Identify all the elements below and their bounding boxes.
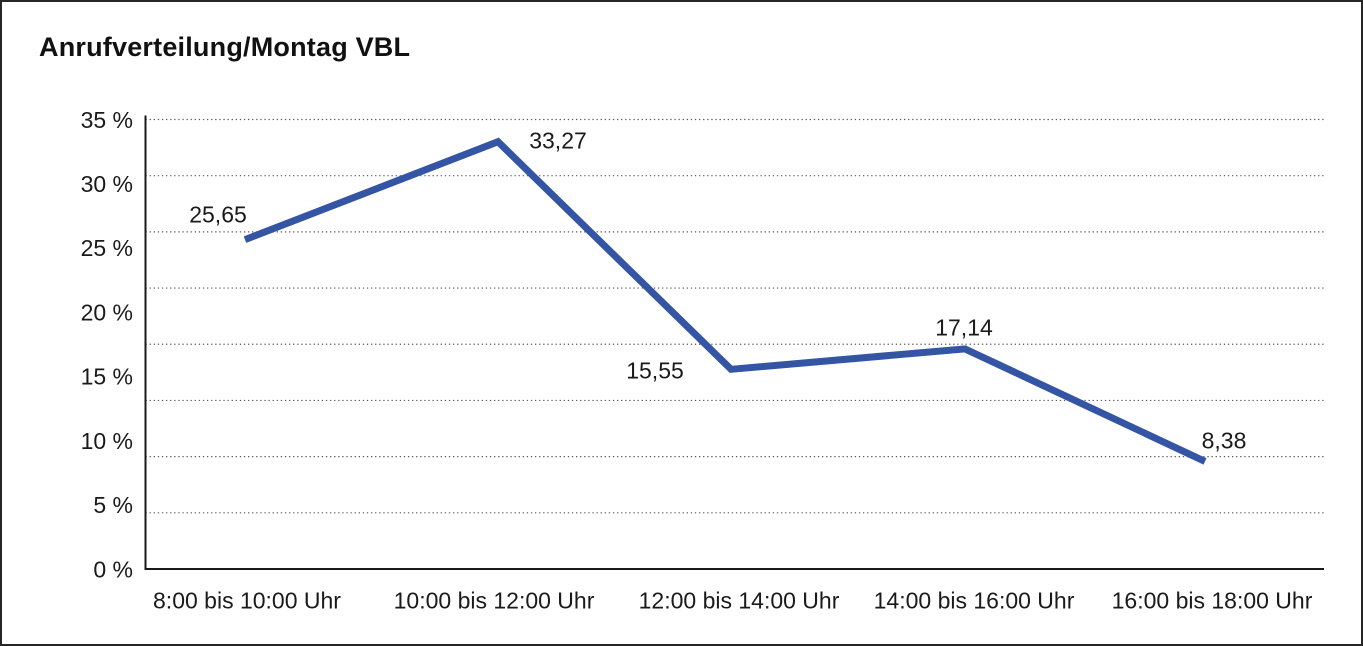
x-tick-label: 14:00 bis 16:00 Uhr [874,587,1075,613]
x-tick-label: 16:00 bis 18:00 Uhr [1112,587,1313,613]
data-point-labels: 25,65 33,27 15,55 17,14 8,38 [189,127,1246,453]
data-point-label: 33,27 [529,127,587,153]
data-point-label: 25,65 [189,201,247,227]
series-line [243,137,1207,465]
y-tick-label: 20 % [81,299,133,325]
x-tick-label: 8:00 bis 10:00 Uhr [153,587,341,613]
y-tick-label: 15 % [81,364,133,390]
x-tick-label: 10:00 bis 12:00 Uhr [394,587,595,613]
y-axis-labels: 35 % 30 % 25 % 20 % 15 % 10 % 5 % 0 % [81,107,133,583]
gridlines [145,118,1324,514]
x-tick-label: 12:00 bis 14:00 Uhr [639,587,840,613]
series-polyline [243,137,1207,465]
axes [144,115,1324,570]
y-tick-label: 30 % [81,171,133,197]
data-point-label: 8,38 [1202,427,1247,453]
y-tick-label: 35 % [81,107,133,133]
data-point-label: 15,55 [626,357,684,383]
x-axis-labels: 8:00 bis 10:00 Uhr 10:00 bis 12:00 Uhr 12:… [153,587,1313,613]
y-tick-label: 0 % [93,556,133,582]
data-point-label: 17,14 [935,314,993,340]
chart-title: Anrufverteilung/Montag VBL [39,32,411,62]
y-tick-label: 10 % [81,428,133,454]
y-tick-label: 5 % [93,492,133,518]
y-tick-label: 25 % [81,235,133,261]
